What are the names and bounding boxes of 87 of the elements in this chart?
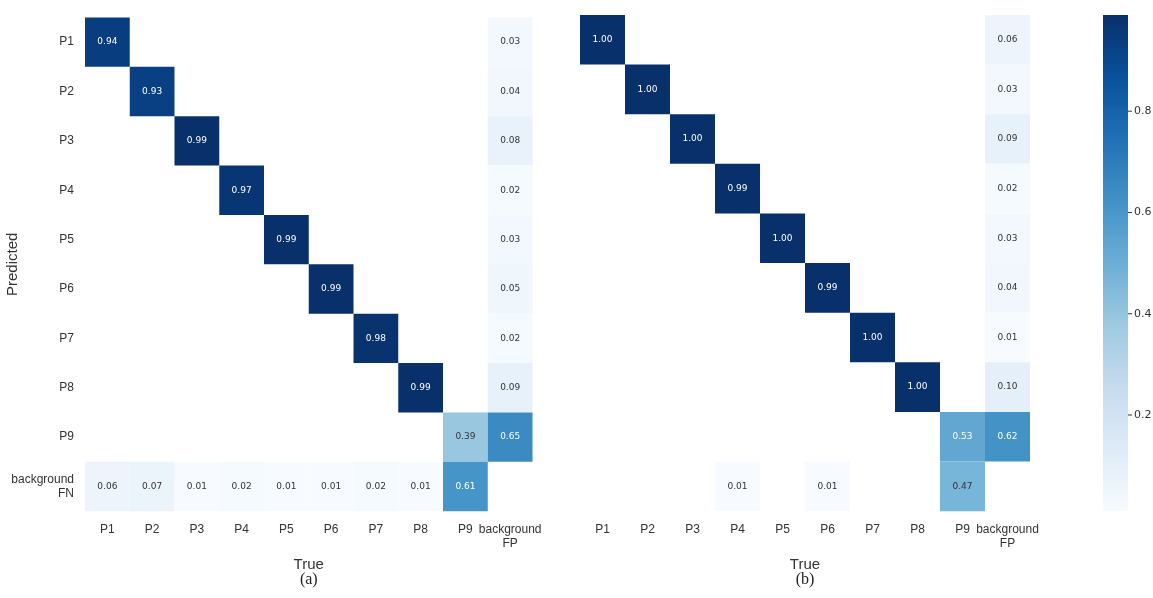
data-label: 0.99 (186, 135, 208, 146)
y-tick-label: background FN (11, 471, 74, 501)
data-label: 0.03 (997, 232, 1018, 243)
y-tick-label: P8 (59, 380, 75, 395)
text: (a) (299, 570, 318, 588)
color-bar-label: 0.6 (1134, 205, 1152, 219)
x-tick-label: P6 (323, 521, 339, 536)
x-tick-label: P1 (100, 521, 116, 536)
data-label: 0.62 (997, 431, 1018, 442)
x-tick-label: background FP (976, 521, 1039, 551)
x-tick-label: P9 (458, 521, 474, 536)
data-label: 0.65 (500, 431, 521, 442)
data-label: 0.98 (365, 332, 387, 343)
data-label: 0.53 (952, 431, 973, 442)
data-label: 0.99 (276, 233, 297, 244)
y-tick-label: P1 (59, 34, 75, 49)
data-label: 0.02 (500, 332, 521, 343)
data-label: 0.61 (455, 480, 476, 491)
x-axis-title: True (789, 555, 821, 573)
data-label: 0.01 (186, 480, 207, 491)
data-label: 0.02 (500, 184, 521, 195)
data-label: 1.00 (862, 331, 883, 342)
x-tick-label: P7 (865, 521, 881, 536)
y-tick-label: P5 (59, 231, 75, 246)
x-tick-label: P5 (775, 521, 791, 536)
data-label: 0.07 (142, 480, 163, 491)
x-tick-label: P8 (413, 521, 429, 536)
data-label: 0.93 (142, 85, 163, 96)
data-label: 0.03 (500, 233, 521, 244)
data-label: 0.10 (997, 381, 1018, 392)
y-tick-label: P4 (59, 182, 75, 197)
data-label: 0.03 (997, 83, 1018, 94)
y-axis-title: Predicted (3, 232, 21, 296)
data-label: 1.00 (637, 83, 658, 94)
data-label: 0.47 (952, 480, 973, 491)
x-tick-label: P3 (685, 521, 701, 536)
data-label: 0.01 (997, 331, 1018, 342)
color-bar-label: 0.8 (1134, 104, 1152, 118)
data-label: 0.99 (410, 382, 431, 393)
data-label: 0.02 (365, 480, 386, 491)
data-label: 0.06 (997, 34, 1018, 45)
x-tick-label: P9 (955, 521, 971, 536)
data-label: 0.99 (727, 183, 748, 194)
data-label: 0.02 (231, 480, 252, 491)
data-label: 0.01 (321, 480, 342, 491)
data-label: 0.03 (500, 36, 521, 47)
x-tick-label: P4 (234, 521, 250, 536)
data-label: 0.05 (500, 283, 521, 294)
data-label: 0.94 (97, 36, 118, 47)
x-axis-title: True (293, 555, 324, 573)
data-label: 0.09 (997, 133, 1018, 144)
data-label: 1.00 (682, 133, 703, 144)
x-tick-label: P1 (595, 521, 611, 536)
x-tick-label: P7 (368, 521, 384, 536)
y-tick-label: P3 (59, 133, 75, 148)
data-label: 0.01 (817, 480, 838, 491)
data-label: 0.08 (500, 135, 521, 146)
data-label: 0.06 (97, 480, 118, 491)
data-label: 0.39 (455, 431, 476, 442)
x-tick-label: P8 (910, 521, 926, 536)
data-label: 0.04 (500, 85, 521, 96)
x-tick-label: P2 (640, 521, 656, 536)
data-label: 0.09 (500, 382, 521, 393)
y-tick-label: P6 (59, 281, 75, 296)
data-label: 0.04 (997, 282, 1018, 293)
color-bar-label: 0.2 (1134, 407, 1152, 421)
x-tick-label: P2 (144, 521, 160, 536)
y-tick-label: P7 (59, 330, 75, 345)
data-label: 0.99 (817, 282, 838, 293)
data-label: 0.99 (321, 283, 342, 294)
x-tick-label: P3 (189, 521, 205, 536)
data-label: 0.97 (231, 184, 252, 195)
data-label: 0.01 (276, 480, 297, 491)
x-tick-label: P5 (279, 521, 295, 536)
data-label: 1.00 (907, 381, 928, 392)
x-tick-label: P4 (730, 521, 746, 536)
y-tick-label: P9 (59, 429, 75, 444)
x-tick-label: P6 (820, 521, 836, 536)
y-tick-label: P2 (59, 83, 75, 98)
data-label: 1.00 (592, 34, 613, 45)
data-label: 1.00 (772, 232, 793, 243)
data-label: 0.02 (997, 183, 1018, 194)
text: (b) (795, 570, 815, 588)
data-label: 0.01 (410, 480, 431, 491)
data-label: 0.01 (727, 480, 748, 491)
x-tick-label: background FP (478, 521, 542, 551)
color-bar-label: 0.4 (1134, 306, 1152, 320)
